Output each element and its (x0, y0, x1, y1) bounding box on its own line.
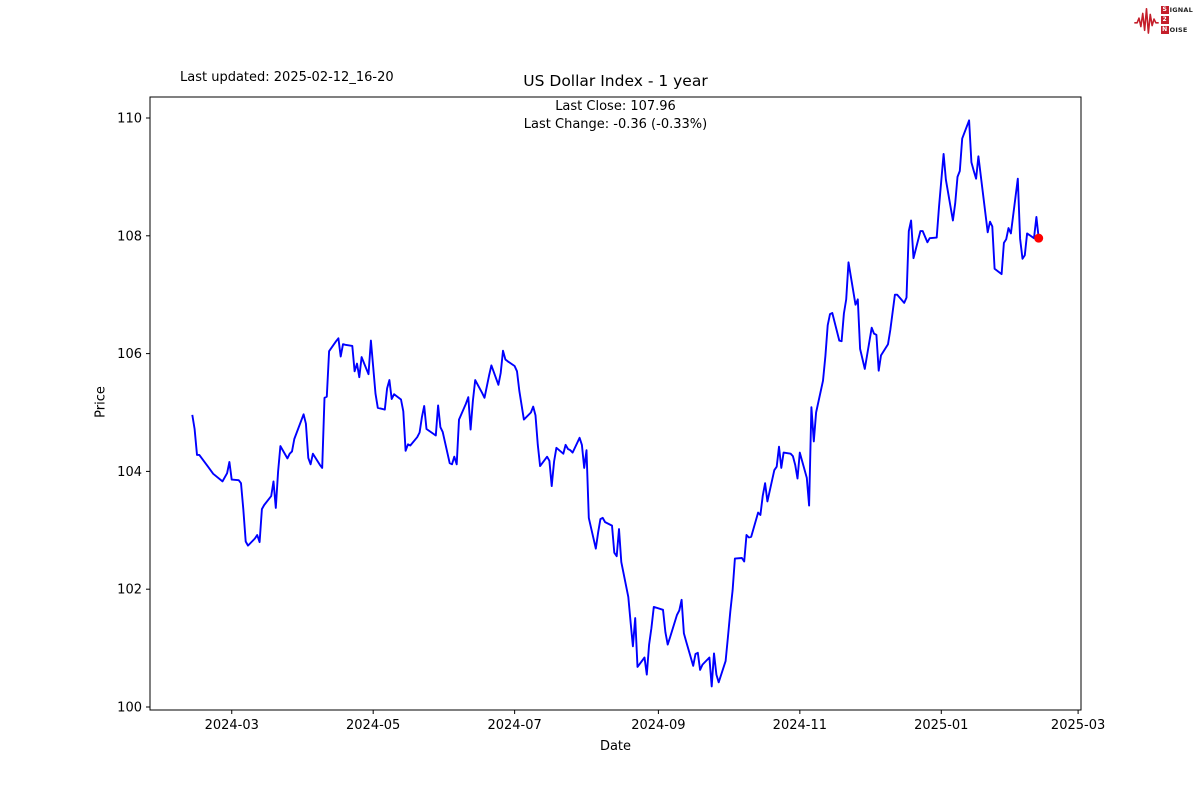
plot-frame (149, 96, 1082, 711)
x-tick-label: 2025-01 (914, 718, 968, 733)
y-tick-label: 110 (117, 112, 142, 127)
y-axis-label: Price (93, 386, 109, 418)
x-tick-label: 2024-11 (773, 718, 827, 733)
signal2noise-logo: S IGNAL 2 N OISE (1133, 5, 1193, 35)
page-title: US Dollar Index - 1 year (523, 72, 708, 90)
waveform-icon (1133, 7, 1159, 34)
logo-text: S IGNAL 2 N OISE (1160, 5, 1193, 35)
logo-letter-n: N (1160, 26, 1169, 34)
y-tick-label: 104 (117, 465, 142, 480)
x-tick-label: 2024-09 (631, 718, 685, 733)
price-line (191, 119, 1040, 688)
logo-letter-s: S (1160, 6, 1169, 14)
y-tick-label: 102 (117, 583, 142, 598)
y-tick-label: 108 (117, 229, 142, 244)
last-change-text: Last Change: -0.36 (-0.33%) (523, 117, 708, 132)
x-tick-label: 2025-03 (1051, 718, 1105, 733)
logo-row-noise: N OISE (1160, 25, 1193, 35)
y-tick-label: 100 (117, 701, 142, 716)
logo-word-signal-rest: IGNAL (1169, 5, 1193, 14)
last-price-marker (1034, 233, 1044, 243)
last-close-text: Last Close: 107.96 (555, 99, 676, 114)
logo-row-2: 2 (1160, 16, 1193, 25)
logo-letter-2: 2 (1160, 16, 1169, 24)
x-axis-label: Date (599, 739, 632, 754)
x-tick-label: 2024-05 (346, 718, 400, 733)
x-tick-label: 2024-03 (205, 718, 259, 733)
x-tick-label: 2024-07 (487, 718, 541, 733)
logo-word-noise-rest: OISE (1169, 25, 1188, 34)
logo-row-signal: S IGNAL (1160, 5, 1193, 15)
last-updated-text: Last updated: 2025-02-12_16-20 (180, 70, 394, 85)
y-tick-label: 106 (117, 347, 142, 362)
